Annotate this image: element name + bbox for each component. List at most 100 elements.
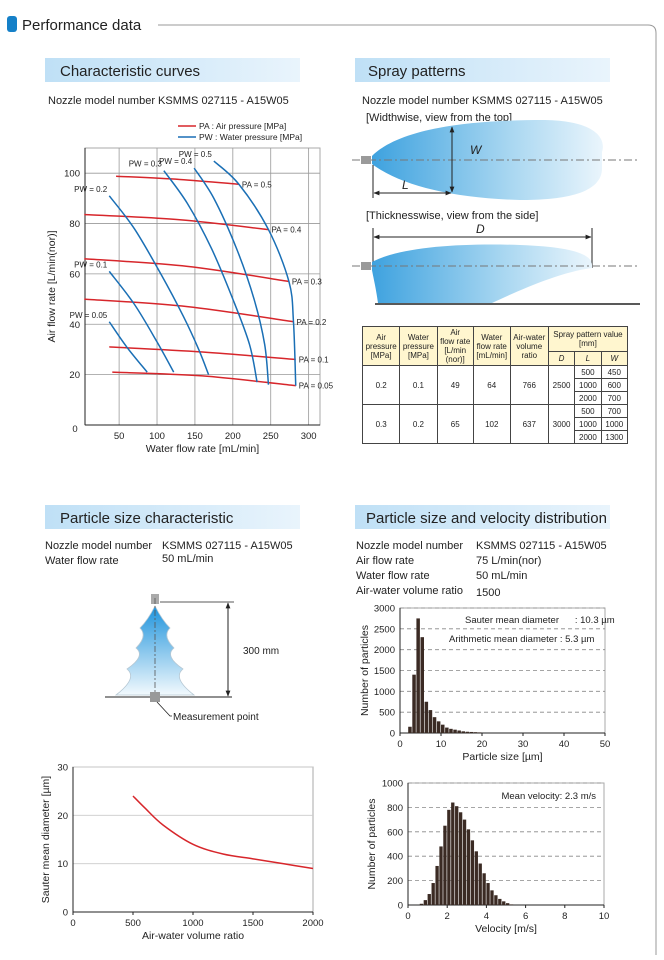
l-label: L bbox=[402, 178, 409, 192]
table-cell: 500 bbox=[574, 365, 602, 379]
nozzle bbox=[361, 156, 371, 164]
table-cell: 500 bbox=[574, 404, 602, 418]
header-text: [mL/min] bbox=[476, 350, 508, 360]
header-text: flow rate bbox=[476, 341, 507, 351]
sub-header: W bbox=[600, 350, 629, 367]
curve-label: PW = 0.2 bbox=[74, 185, 108, 194]
histogram-bar bbox=[478, 863, 482, 905]
y-tick-label: 200 bbox=[387, 876, 403, 887]
curve bbox=[213, 160, 297, 386]
y-tick-label: 0 bbox=[63, 908, 68, 919]
spec-label: Air flow rate bbox=[356, 555, 414, 567]
table-cell: 65 bbox=[436, 404, 474, 444]
curve-label: PW = 0.1 bbox=[74, 260, 108, 269]
header-text: [L/min bbox=[444, 346, 467, 355]
y-tick-label: 400 bbox=[387, 852, 403, 863]
histogram-bar bbox=[431, 883, 435, 905]
y-axis-label: Air flow rate [L/min(nor)] bbox=[46, 230, 58, 342]
histogram-bar bbox=[502, 901, 506, 905]
y-tick-label: 1000 bbox=[374, 687, 395, 698]
curve-label: PW = 0.5 bbox=[179, 150, 213, 159]
section-title: Spray patterns bbox=[368, 63, 466, 80]
histogram-bar bbox=[451, 802, 455, 905]
table-cell: 1300 bbox=[600, 430, 629, 444]
histogram-bar bbox=[447, 809, 451, 905]
measurement-point bbox=[150, 692, 160, 702]
chart: 0 500 1000 1500 2000 0 10 20 30 Air-water volume … bbox=[40, 763, 324, 943]
table-cell: 49 bbox=[436, 365, 474, 405]
y-tick-label: 40 bbox=[69, 320, 80, 331]
header-cell: Spray pattern value [mm] bbox=[547, 326, 629, 352]
header-cell: Water flow rate [mL/min] bbox=[472, 326, 511, 366]
table-cell: 637 bbox=[509, 404, 549, 444]
curve-label: PA = 0.2 bbox=[296, 318, 326, 327]
x-tick-label: 1000 bbox=[182, 918, 203, 929]
spec-value: 1500 bbox=[476, 587, 500, 599]
histogram-bar bbox=[435, 865, 439, 905]
histogram-bar bbox=[427, 894, 431, 905]
header-text: volume bbox=[516, 341, 543, 351]
y-tick-label: 1500 bbox=[374, 666, 395, 677]
header-cell: Air-water volume ratio bbox=[509, 326, 549, 366]
x-tick-label: 300 bbox=[301, 431, 317, 442]
x-axis-label: Water flow rate [mL/min] bbox=[146, 443, 259, 455]
y-tick-label: 10 bbox=[57, 859, 68, 870]
curve-label: PA = 0.05 bbox=[299, 382, 334, 391]
curve-label: PW = 0.05 bbox=[70, 311, 108, 320]
header-text: Water bbox=[407, 332, 429, 342]
histogram-bar bbox=[424, 701, 429, 733]
x-tick-label: 20 bbox=[477, 739, 488, 750]
x-tick-label: 150 bbox=[187, 431, 203, 442]
curve bbox=[112, 371, 296, 387]
header-text: Air-water bbox=[513, 332, 546, 342]
x-axis-label: Velocity [m/s] bbox=[475, 923, 537, 935]
chart: 0 10 20 30 40 50050010001500200025003000Parti… bbox=[359, 604, 615, 764]
header-icon bbox=[7, 16, 17, 32]
x-tick-label: 50 bbox=[600, 739, 611, 750]
x-tick-label: 0 bbox=[397, 739, 402, 750]
x-tick-label: 1500 bbox=[242, 918, 263, 929]
x-tick-label: 8 bbox=[562, 911, 567, 922]
x-tick-label: 10 bbox=[599, 911, 610, 922]
nozzle-model: Nozzle model number KSMMS 027115 - A15W0… bbox=[362, 95, 603, 107]
annotation: Sauter mean diameter : 10.3 µm bbox=[465, 615, 615, 626]
header-text: Air bbox=[450, 328, 461, 337]
histogram-bar bbox=[466, 829, 471, 905]
table-cell: 700 bbox=[600, 391, 629, 405]
histogram-bar bbox=[428, 710, 433, 733]
x-tick-label: 2 bbox=[445, 911, 450, 922]
histogram-bar bbox=[412, 674, 416, 733]
table-cell: 1000 bbox=[600, 417, 629, 431]
histogram-bar bbox=[416, 618, 420, 733]
histogram-bar bbox=[477, 732, 482, 733]
header-cell: Water pressure [MPa] bbox=[399, 326, 438, 366]
spec-value: KSMMS 027115 - A15W05 bbox=[162, 540, 293, 552]
y-tick-label: 30 bbox=[57, 763, 68, 774]
histogram-bar bbox=[419, 903, 424, 905]
y-axis-label: Number of particles bbox=[366, 798, 378, 889]
header-text: pressure bbox=[365, 341, 397, 351]
y-tick-label: 1000 bbox=[382, 779, 403, 790]
table-cell: 1000 bbox=[574, 417, 602, 431]
header-text: [mm] bbox=[579, 338, 597, 348]
curve bbox=[84, 298, 294, 323]
histogram-bar bbox=[462, 819, 467, 905]
x-tick-label: 4 bbox=[484, 911, 489, 922]
table-cell: 2000 bbox=[574, 391, 602, 405]
x-tick-label: 100 bbox=[149, 431, 165, 442]
histogram-bar bbox=[509, 904, 514, 905]
spray-table: Air pressure [MPa] Water pressure [MPa] Air f… bbox=[361, 326, 629, 444]
histogram-bar bbox=[482, 873, 486, 905]
x-tick-label: 6 bbox=[523, 911, 528, 922]
curve bbox=[132, 795, 314, 870]
histogram-bar bbox=[457, 730, 461, 733]
curve-label: PA = 0.5 bbox=[242, 180, 272, 189]
curve bbox=[108, 270, 175, 373]
table-body: 0.2 0.1 49 64 766 2500 500 450 1000 600 2000 700 0.3… bbox=[361, 365, 629, 444]
table-cell: 0.1 bbox=[399, 365, 438, 405]
y-tick-label: 500 bbox=[379, 708, 395, 719]
curve-label: PA = 0.4 bbox=[271, 226, 301, 235]
leader-line bbox=[156, 701, 172, 717]
header-row: Air pressure [MPa] Water pressure [MPa] Air f… bbox=[361, 326, 629, 366]
histogram-bar bbox=[423, 900, 427, 905]
